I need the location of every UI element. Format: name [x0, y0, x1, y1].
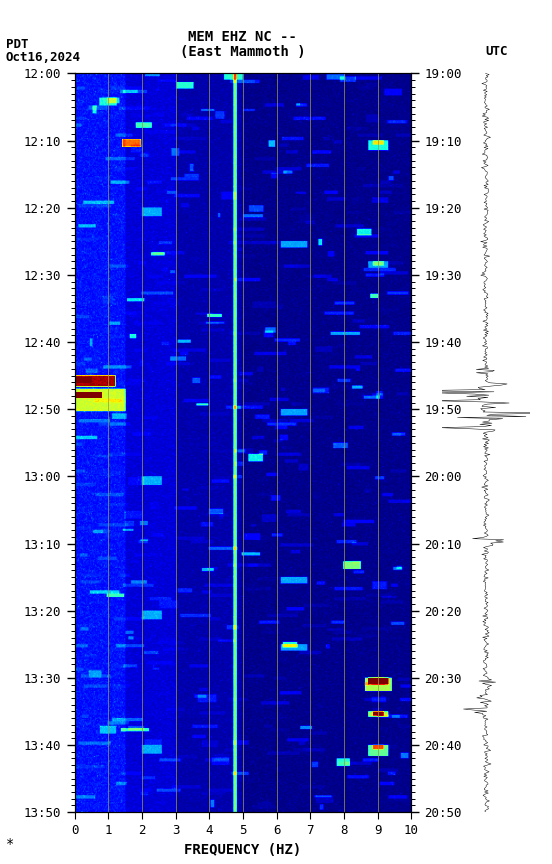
Text: *: *	[6, 837, 14, 851]
Text: MEM EHZ NC --: MEM EHZ NC --	[188, 30, 298, 44]
Text: PDT: PDT	[6, 38, 28, 52]
Text: UTC: UTC	[485, 45, 508, 59]
Text: (East Mammoth ): (East Mammoth )	[180, 45, 306, 59]
X-axis label: FREQUENCY (HZ): FREQUENCY (HZ)	[184, 842, 301, 856]
Text: Oct16,2024: Oct16,2024	[6, 51, 81, 65]
